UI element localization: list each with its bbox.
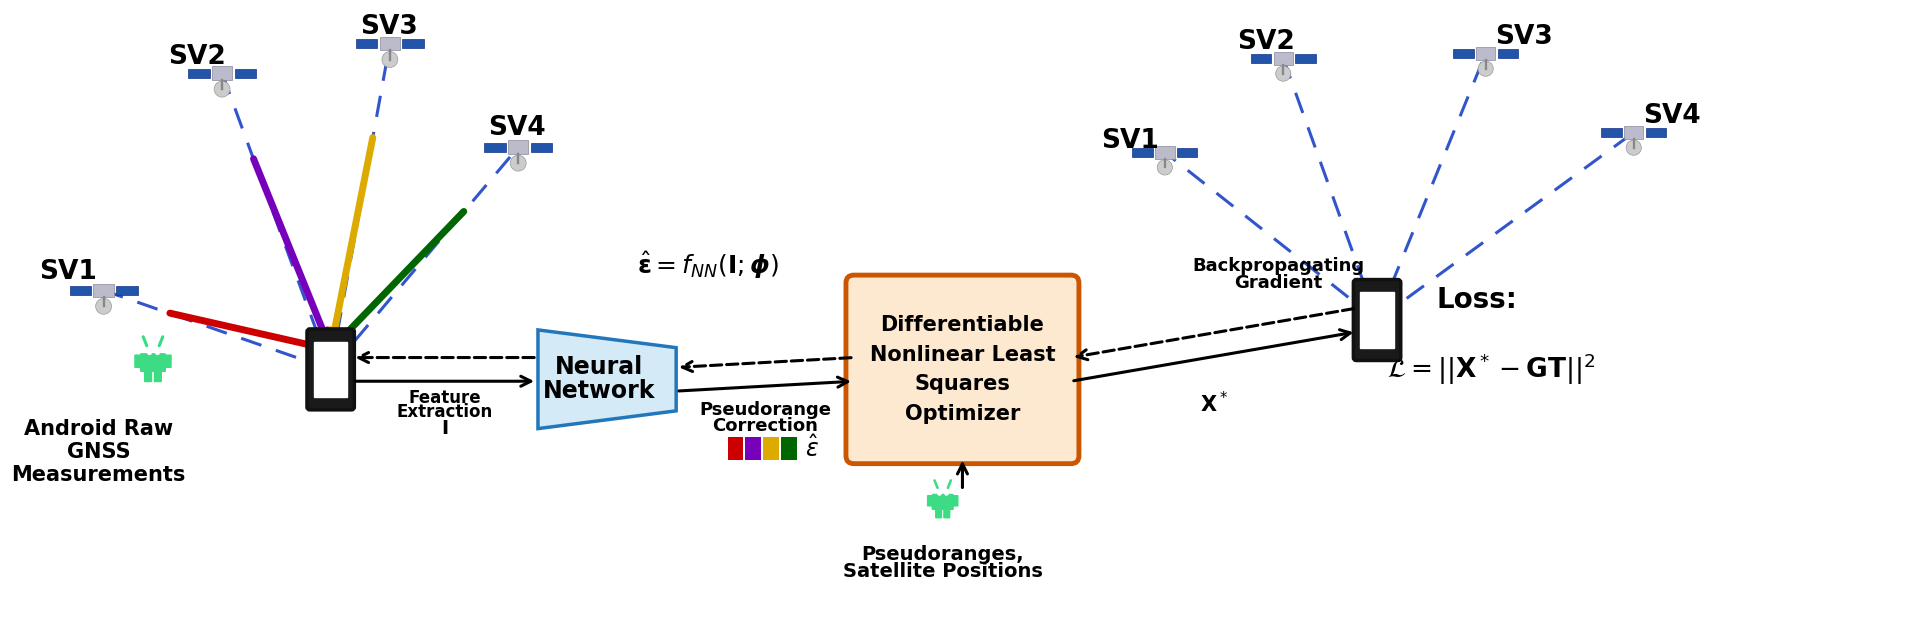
Bar bbox=[762, 437, 780, 460]
Bar bbox=[380, 37, 399, 50]
Bar bbox=[1296, 54, 1315, 62]
Bar bbox=[1156, 146, 1175, 158]
Bar bbox=[1601, 128, 1622, 137]
Text: Pseudorange: Pseudorange bbox=[699, 401, 831, 419]
Text: SV1: SV1 bbox=[1100, 128, 1158, 153]
Bar bbox=[1250, 54, 1271, 62]
Bar bbox=[1624, 126, 1644, 139]
Bar bbox=[745, 437, 760, 460]
Wedge shape bbox=[935, 495, 950, 504]
Text: $\mathbf{X}^*$: $\mathbf{X}^*$ bbox=[1200, 391, 1227, 416]
FancyBboxPatch shape bbox=[1354, 279, 1402, 361]
FancyBboxPatch shape bbox=[307, 329, 355, 410]
Bar bbox=[1476, 47, 1496, 60]
Text: SV4: SV4 bbox=[488, 115, 545, 140]
Bar bbox=[403, 39, 424, 48]
FancyBboxPatch shape bbox=[943, 507, 950, 518]
Text: SV2: SV2 bbox=[1236, 29, 1294, 55]
Text: Android Raw
GNSS
Measurements: Android Raw GNSS Measurements bbox=[12, 419, 186, 485]
Bar bbox=[1498, 49, 1519, 58]
Text: Extraction: Extraction bbox=[397, 403, 493, 421]
Circle shape bbox=[96, 298, 111, 314]
Bar bbox=[355, 39, 378, 48]
Text: Backpropagating: Backpropagating bbox=[1192, 257, 1365, 275]
Polygon shape bbox=[538, 330, 676, 429]
Text: Squares: Squares bbox=[914, 374, 1010, 394]
Bar bbox=[1273, 52, 1292, 65]
FancyBboxPatch shape bbox=[935, 507, 943, 518]
Text: Feature: Feature bbox=[409, 389, 482, 407]
Text: Neural: Neural bbox=[555, 355, 643, 379]
Text: SV3: SV3 bbox=[1496, 24, 1553, 50]
Circle shape bbox=[1478, 61, 1494, 76]
Text: SV1: SV1 bbox=[40, 259, 98, 285]
Circle shape bbox=[511, 155, 526, 171]
FancyBboxPatch shape bbox=[144, 369, 152, 383]
Bar bbox=[188, 69, 209, 78]
Bar bbox=[509, 140, 528, 154]
Bar bbox=[234, 69, 255, 78]
Text: Pseudoranges,: Pseudoranges, bbox=[862, 545, 1023, 564]
Bar bbox=[781, 437, 797, 460]
Bar bbox=[1645, 128, 1667, 137]
FancyBboxPatch shape bbox=[931, 494, 954, 510]
Circle shape bbox=[1275, 66, 1290, 81]
Circle shape bbox=[215, 81, 230, 97]
FancyBboxPatch shape bbox=[165, 354, 171, 368]
Text: Differentiable: Differentiable bbox=[881, 315, 1044, 335]
Text: SV4: SV4 bbox=[1644, 103, 1701, 129]
Bar bbox=[1177, 148, 1198, 156]
Text: Optimizer: Optimizer bbox=[904, 404, 1020, 424]
FancyBboxPatch shape bbox=[847, 275, 1079, 464]
Text: Correction: Correction bbox=[712, 417, 818, 435]
Text: $\hat{\mathbf{\epsilon}} = f_{NN}(\mathbf{I};\boldsymbol{\phi})$: $\hat{\mathbf{\epsilon}} = f_{NN}(\mathb… bbox=[637, 251, 780, 281]
FancyBboxPatch shape bbox=[927, 495, 933, 507]
Text: $\hat{\epsilon}$: $\hat{\epsilon}$ bbox=[804, 435, 818, 462]
Text: Nonlinear Least: Nonlinear Least bbox=[870, 345, 1056, 365]
Bar bbox=[484, 143, 505, 152]
Text: Loss:: Loss: bbox=[1436, 287, 1517, 314]
Text: SV2: SV2 bbox=[167, 44, 225, 70]
Circle shape bbox=[1626, 140, 1642, 155]
Bar bbox=[530, 143, 553, 152]
Bar bbox=[1359, 292, 1394, 348]
Bar bbox=[115, 286, 138, 295]
Bar bbox=[1453, 49, 1475, 58]
FancyBboxPatch shape bbox=[154, 369, 161, 383]
Wedge shape bbox=[144, 355, 163, 365]
Bar bbox=[211, 66, 232, 80]
Circle shape bbox=[382, 52, 397, 68]
Text: Network: Network bbox=[543, 379, 655, 403]
Bar bbox=[1133, 148, 1152, 156]
Bar bbox=[728, 437, 743, 460]
FancyBboxPatch shape bbox=[952, 495, 958, 507]
Bar bbox=[69, 286, 90, 295]
FancyBboxPatch shape bbox=[140, 353, 165, 372]
Bar bbox=[313, 342, 348, 397]
FancyBboxPatch shape bbox=[134, 354, 142, 368]
Circle shape bbox=[1158, 160, 1173, 175]
Text: $\mathcal{L} = ||\mathbf{X}^* - \mathbf{GT}||^2$: $\mathcal{L} = ||\mathbf{X}^* - \mathbf{… bbox=[1386, 352, 1596, 387]
Bar bbox=[94, 283, 113, 298]
Text: Gradient: Gradient bbox=[1235, 274, 1323, 292]
Text: Satellite Positions: Satellite Positions bbox=[843, 562, 1043, 582]
Text: $\mathbf{I}$: $\mathbf{I}$ bbox=[442, 419, 449, 438]
Text: SV3: SV3 bbox=[361, 14, 419, 40]
